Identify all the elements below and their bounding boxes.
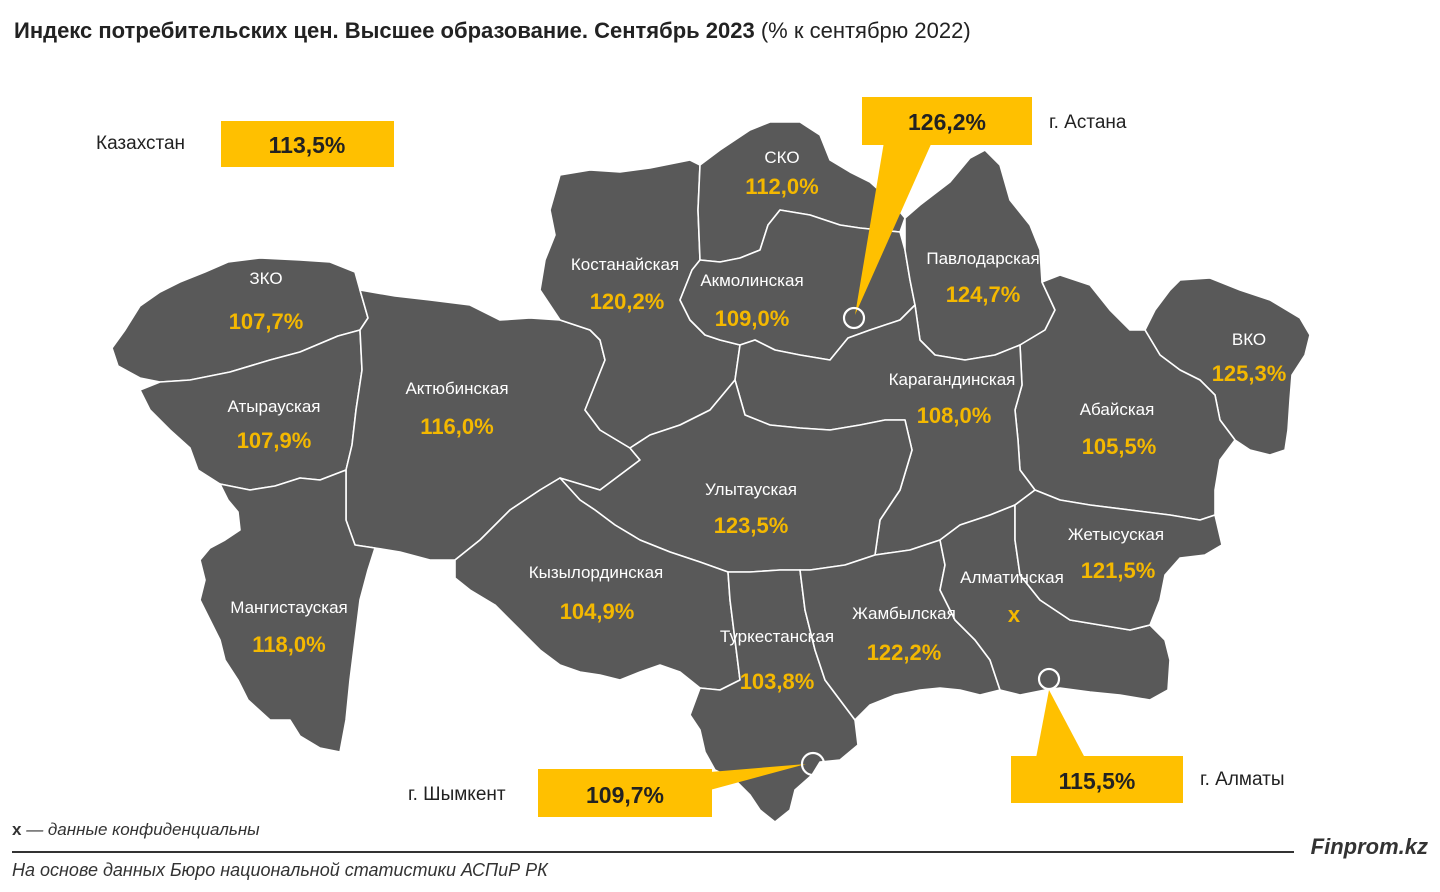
value-akmola: 109,0%: [715, 306, 790, 331]
callout-pointer-almaty: [1036, 690, 1085, 758]
value-abay: 105,5%: [1082, 434, 1157, 459]
label-karaganda: Карагандинская: [889, 370, 1016, 389]
label-almaty: г. Алматы: [1200, 769, 1285, 790]
value-turkestan: 103,8%: [740, 669, 815, 694]
value-pavlodar: 124,7%: [946, 282, 1021, 307]
label-vko: ВКО: [1232, 330, 1266, 349]
footnote-symbol: x: [12, 820, 22, 839]
value-sko: 112,0%: [745, 174, 818, 199]
label-shymkent: г. Шымкент: [408, 784, 506, 805]
label-pavlodar: Павлодарская: [926, 249, 1039, 268]
label-mangystau: Мангистауская: [230, 598, 348, 617]
label-atyrau: Атырауская: [228, 397, 321, 416]
value-ulytau: 123,5%: [714, 513, 789, 538]
value-kyzylorda: 104,9%: [560, 599, 635, 624]
value-zhambyl: 122,2%: [867, 640, 942, 665]
region-zhetysu[interactable]: [1014, 489, 1223, 631]
title-main: Индекс потребительских цен. Высшее образ…: [14, 18, 755, 43]
city-marker-astana[interactable]: [842, 306, 866, 330]
footnote-confidential: x — данные конфиденциальны: [12, 820, 260, 840]
page-title: Индекс потребительских цен. Высшее образ…: [14, 18, 971, 44]
callout-pointer-shymkent: [710, 764, 806, 790]
label-ulytau: Улытауская: [705, 480, 797, 499]
country-label: Казахстан: [96, 133, 185, 154]
country-value: 113,5%: [269, 132, 346, 158]
value-atyrau: 107,9%: [237, 428, 312, 453]
callout-pointer-astana: [855, 142, 932, 315]
label-akmola: Акмолинская: [700, 271, 803, 290]
value-shymkent: 109,7%: [586, 782, 664, 808]
callout-box-almaty: [1011, 756, 1183, 803]
source-note: На основе данных Бюро национальной стати…: [12, 860, 548, 880]
label-zko: ЗКО: [249, 269, 282, 288]
label-almaty-oblast: Алматинская: [960, 568, 1064, 587]
callout-almaty: 115,5% г. Алматы: [1011, 667, 1285, 803]
label-kyzylorda: Кызылординская: [529, 563, 664, 582]
callout-box-astana: [862, 97, 1032, 145]
value-mangystau: 118,0%: [252, 632, 325, 657]
city-marker-shymkent[interactable]: [800, 751, 826, 777]
value-astana: 126,2%: [908, 109, 986, 135]
value-almaty-oblast: x: [1008, 602, 1021, 627]
label-aktobe: Актюбинская: [405, 379, 508, 398]
regions: [111, 121, 1311, 823]
label-zhetysu: Жетысуская: [1068, 525, 1164, 544]
value-karaganda: 108,0%: [917, 403, 992, 428]
footnote-text: — данные конфиденциальны: [21, 820, 260, 839]
title-subtitle: (% к сентябрю 2022): [760, 18, 971, 43]
brand-watermark: Finprom.kz: [1310, 834, 1428, 859]
city-marker-almaty[interactable]: [1037, 667, 1061, 691]
callout-astana: 126,2% г. Астана: [842, 97, 1127, 330]
country-total: Казахстан 113,5%: [96, 121, 394, 167]
callout-shymkent: 109,7% г. Шымкент: [408, 751, 826, 817]
region-mangystau[interactable]: [199, 469, 376, 753]
region-zhambyl[interactable]: [799, 539, 1001, 721]
label-turkestan: Туркестанская: [720, 627, 834, 646]
value-zko: 107,7%: [229, 309, 304, 334]
region-labels: СКО 112,0% Костанайская 120,2% Акмолинск…: [228, 148, 1287, 694]
value-vko: 125,3%: [1212, 361, 1287, 386]
label-astana: г. Астана: [1049, 112, 1127, 133]
value-kostanay: 120,2%: [590, 289, 665, 314]
country-value-box: [221, 121, 394, 167]
value-almaty: 115,5%: [1059, 768, 1136, 794]
value-aktobe: 116,0%: [420, 414, 493, 439]
label-kostanay: Костанайская: [571, 255, 679, 274]
label-zhambyl: Жамбылская: [852, 604, 956, 623]
callout-box-shymkent: [538, 769, 712, 817]
value-zhetysu: 121,5%: [1081, 558, 1156, 583]
label-sko: СКО: [764, 148, 799, 167]
label-abay: Абайская: [1080, 400, 1155, 419]
footer-divider: [12, 851, 1294, 853]
